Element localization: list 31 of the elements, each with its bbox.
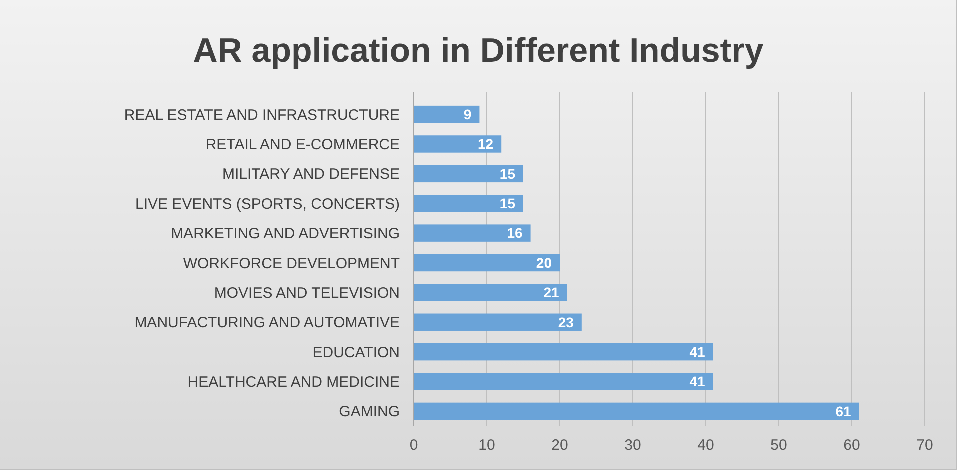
- data-label: 20: [536, 254, 552, 271]
- data-label: 61: [836, 403, 852, 420]
- data-label: 41: [690, 374, 706, 390]
- x-tick-label: 40: [698, 437, 714, 454]
- data-label: 21: [544, 284, 560, 301]
- y-tick-label: LIVE EVENTS (SPORTS, CONCERTS): [136, 196, 400, 213]
- y-tick-label: GAMING: [339, 404, 400, 421]
- x-tick-label: 30: [624, 437, 642, 454]
- y-tick-label: EDUCATION: [312, 344, 400, 362]
- data-label: 23: [558, 314, 574, 330]
- y-tick-label: MOVIES AND TELEVISION: [214, 284, 400, 302]
- y-tick-label: HEALTHCARE AND MEDICINE: [188, 374, 400, 392]
- x-tick-label: 20: [552, 437, 568, 454]
- data-label: 16: [507, 225, 524, 242]
- y-tick-label: MARKETING AND ADVERTISING: [171, 226, 400, 243]
- data-label: 9: [464, 106, 472, 122]
- x-tick-label: 10: [478, 437, 496, 454]
- data-label: 12: [478, 136, 494, 152]
- y-tick-label: MILITARY AND DEFENSE: [222, 166, 400, 184]
- data-label: 15: [500, 166, 516, 182]
- y-tick-label: MANUFACTURING AND AUTOMATIVE: [134, 314, 400, 332]
- chart-title: AR application in Different Industry: [193, 32, 764, 70]
- y-tick-label: REAL ESTATE AND INFRASTRUCTURE: [124, 106, 400, 124]
- y-tick-label: WORKFORCE DEVELOPMENT: [183, 255, 400, 272]
- data-label: 15: [500, 196, 516, 212]
- x-tick-label: 60: [844, 437, 860, 454]
- x-tick-label: 0: [410, 437, 418, 454]
- y-tick-label: RETAIL AND E-COMMERCE: [206, 136, 400, 154]
- x-tick-label: 50: [770, 437, 788, 454]
- x-tick-label: 70: [916, 437, 934, 454]
- data-label: 41: [690, 344, 706, 360]
